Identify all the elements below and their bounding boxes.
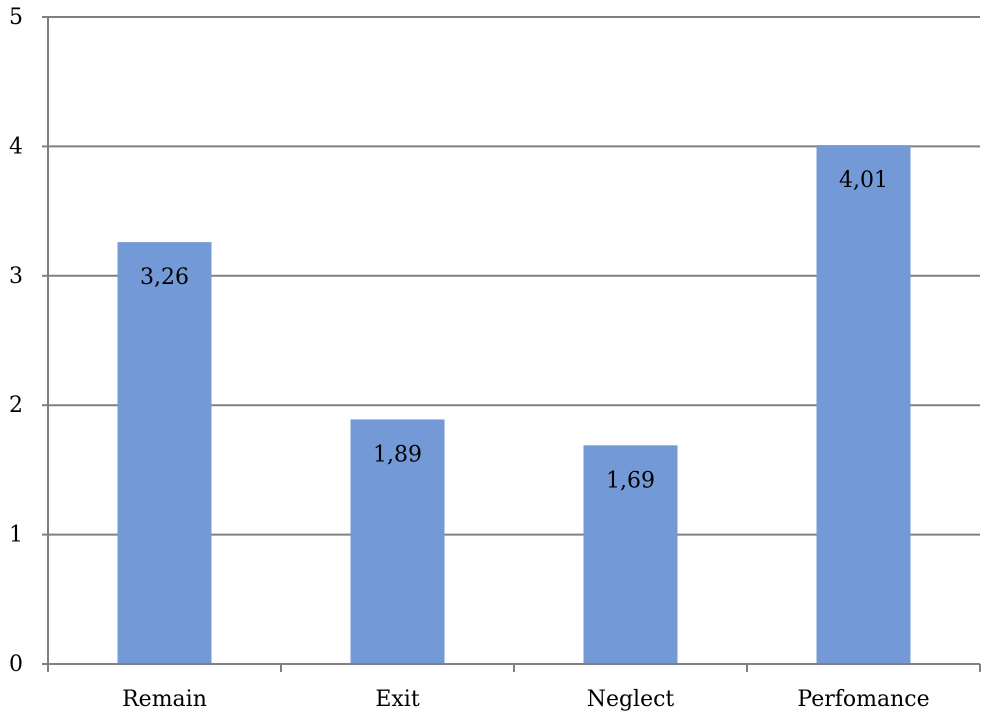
- bars: [117, 145, 911, 664]
- x-tick-label: Perfomance: [797, 687, 929, 712]
- y-tick-label: 4: [9, 134, 23, 159]
- y-tick-label: 3: [9, 264, 23, 289]
- bar-perfomance: [816, 145, 911, 664]
- bar-remain: [117, 242, 212, 664]
- data-label: 1,69: [606, 468, 655, 493]
- labels: 0 1 2 3 4 5 3,26 Remain 1,89 Exit 1,69 Neglect 4,01 P…: [9, 5, 930, 712]
- bar-exit: [350, 419, 445, 664]
- y-tick-label: 1: [9, 523, 23, 548]
- x-tick-label: Exit: [375, 687, 420, 712]
- data-label: 4,01: [839, 168, 888, 193]
- y-tick-label: 0: [9, 652, 23, 677]
- bar-neglect: [583, 445, 678, 664]
- data-label: 3,26: [140, 265, 189, 290]
- data-label: 1,89: [373, 442, 422, 467]
- y-tick-label: 2: [9, 393, 23, 418]
- y-tick-label: 5: [9, 5, 23, 30]
- x-tick-label: Remain: [122, 687, 207, 712]
- x-tick-label: Neglect: [587, 687, 675, 712]
- axes: [42, 16, 981, 672]
